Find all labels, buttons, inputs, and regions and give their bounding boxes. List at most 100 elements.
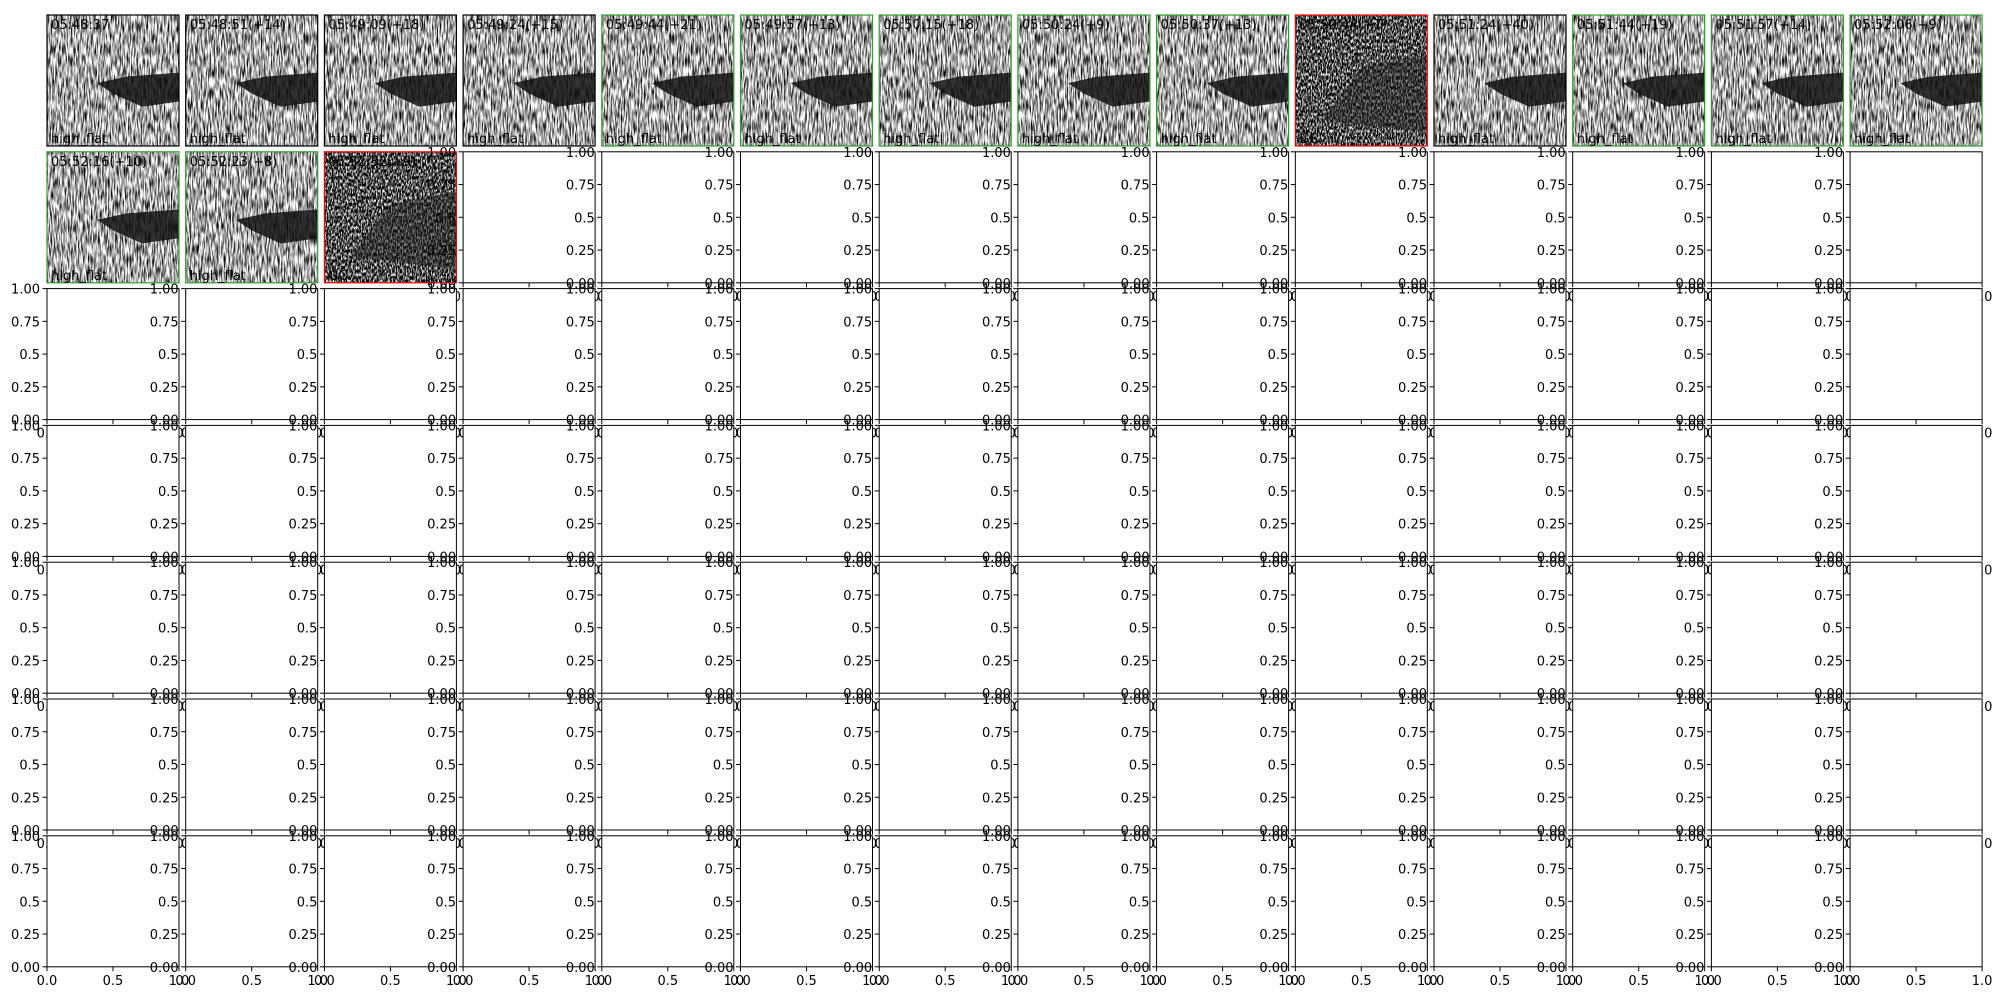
call-shape [97,209,179,244]
axes-background [740,562,873,694]
empty-axes: 0.000.250.50.751.000.00.51.0 [566,693,744,852]
panel-time: 05:48:37 [51,18,109,33]
spectrogram-panel: 05:52:06(+9) high_flat [1849,14,1983,147]
x-tick-label: 0.5 [935,974,956,989]
axes-background [1434,425,1566,557]
x-tick-label: 0.0 [730,974,751,989]
y-tick-label: 0.25 [150,928,179,943]
spectrogram-panel: 05:51:24(+40) high_flat [1433,14,1567,147]
y-tick-label: 0.75 [982,315,1011,330]
y-tick-label: 1.00 [427,419,456,434]
spectrogram-panel: 05:52:32(+9) GC [323,151,457,284]
panel-border [323,151,457,284]
y-tick-label: 0.25 [1814,518,1843,533]
axes-background [1295,425,1428,557]
x-tick-label: 0.0 [314,974,335,989]
call-shape [235,72,318,107]
y-tick-label: 1.00 [150,283,179,298]
y-tick-label: 0.5 [852,348,873,363]
y-tick-label: 0.25 [1537,381,1566,396]
y-tick-label: 1.00 [150,419,179,434]
y-tick-label: 0.75 [1537,726,1566,741]
panel-label: high_flat [1438,132,1494,147]
y-tick-label: 0.25 [1259,244,1288,259]
y-tick-label: 1.00 [1121,693,1150,708]
y-tick-label: 1.00 [1398,693,1427,708]
x-tick-label: 0.0 [1701,974,1722,989]
y-tick-label: 0.25 [1675,654,1704,669]
empty-axes: 0.000.250.50.751.000.00.51.0 [1398,556,1576,715]
axes-background [47,425,179,557]
y-tick-label: 0.5 [852,759,873,774]
axes-background [463,835,596,967]
y-tick-label: 0.00 [288,961,317,976]
x-tick-label: 1.0 [1556,974,1577,989]
y-tick-label: 0.75 [566,179,595,194]
y-tick-label: 1.00 [150,693,179,708]
spectrogram-panel: 05:51:57(+14) high_flat [1710,14,1845,147]
axes-background [1434,288,1566,420]
panel-time: 05:51:57(+14) [1715,18,1811,33]
y-tick-label: 0.5 [713,211,734,226]
y-tick-label: 0.5 [19,348,40,363]
x-tick-label: 1.0 [446,974,467,989]
panel-border [1572,14,1706,147]
panel-border [1294,14,1428,147]
x-tick-label: 0.0 [1424,974,1445,989]
y-tick-label: 0.75 [1814,589,1843,604]
x-tick-label: 1.0 [1140,974,1161,989]
y-tick-label: 0.5 [1545,759,1566,774]
y-tick-label: 1.00 [427,283,456,298]
call-shape [513,72,596,107]
y-tick-label: 0.5 [19,485,40,500]
y-tick-label: 0.25 [1121,244,1150,259]
y-tick-label: 0.5 [297,485,318,500]
axes-background [879,288,1012,420]
y-tick-label: 0.75 [1537,179,1566,194]
y-tick-label: 1.00 [566,830,595,845]
panel-time: 05:52:23(+8) [190,155,278,170]
y-tick-label: 0.25 [705,654,734,669]
empty-axes: 0.000.250.50.751.000.00.51.0 [1675,283,1853,442]
y-tick-label: 0.25 [1259,791,1288,806]
x-tick-label: 0.0 [1146,974,1167,989]
empty-axes: 0.000.250.50.751.000.00.51.0 [1675,556,1853,715]
y-tick-label: 0.75 [1398,179,1427,194]
y-tick-label: 1.00 [11,419,40,434]
y-tick-label: 0.5 [1129,348,1150,363]
x-tick-label: 1.0 [723,974,744,989]
panel-border [323,14,457,147]
y-tick-label: 0.75 [11,452,40,467]
y-tick-label: 0.25 [427,244,456,259]
axes-background [1017,562,1150,694]
y-tick-label: 0.00 [1675,687,1704,702]
y-tick-label: 0.00 [1675,277,1704,292]
y-tick-label: 0.5 [1268,485,1289,500]
y-tick-label: 1.00 [843,693,872,708]
y-tick-label: 0.00 [982,824,1011,839]
empty-axes: 0.000.250.50.751.000.00.51.0 [843,283,1021,442]
axes-background [463,699,596,830]
y-tick-label: 0.00 [427,824,456,839]
y-tick-label: 0.00 [843,550,872,565]
y-tick-label: 0.00 [427,961,456,976]
axes-background [740,425,873,557]
y-tick-label: 0.75 [1537,863,1566,878]
y-tick-label: 0.75 [11,863,40,878]
x-tick-label: 0.5 [1490,974,1511,989]
panel-border [1433,14,1567,147]
y-tick-label: 0.75 [1259,589,1288,604]
x-tick-label: 1.0 [1417,974,1438,989]
axes-background [1711,425,1844,557]
spectrogram-panel: 05:50:44(+7) GC [1294,14,1428,147]
y-tick-label: 0.5 [852,622,873,637]
y-tick-label: 0.00 [1675,414,1704,429]
panel-border [878,14,1012,147]
x-tick-label: 0.5 [1628,974,1649,989]
y-tick-label: 0.75 [1398,589,1427,604]
y-tick-label: 0.5 [1545,895,1566,910]
axes-background [1434,699,1566,830]
y-tick-label: 0.5 [1684,211,1705,226]
y-tick-label: 0.25 [1814,244,1843,259]
